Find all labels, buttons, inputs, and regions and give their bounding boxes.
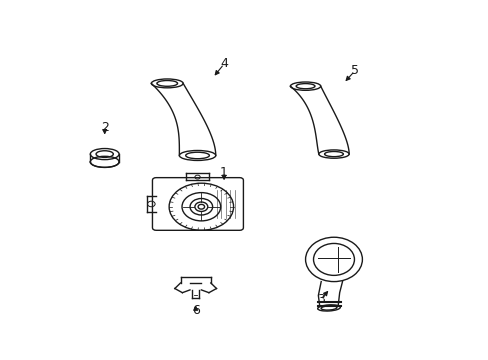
Text: 4: 4 [220, 58, 227, 71]
Text: 2: 2 [101, 121, 108, 134]
Text: 3: 3 [316, 293, 324, 306]
Text: 5: 5 [350, 64, 358, 77]
Text: 6: 6 [191, 304, 199, 317]
Text: 1: 1 [220, 166, 227, 179]
